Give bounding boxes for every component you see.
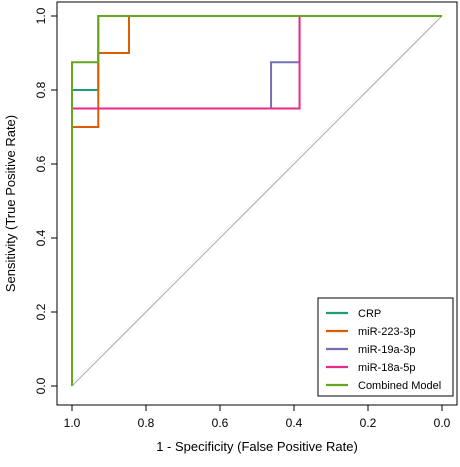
legend-box <box>317 297 454 397</box>
legend-label: miR-223-3p <box>358 326 415 338</box>
x-tick-label: 0.6 <box>212 416 229 430</box>
y-axis-title: Sensitivity (True Positive Rate) <box>3 115 18 292</box>
diagonal-reference-line <box>71 15 443 387</box>
roc-curve-combined-model <box>71 15 442 386</box>
x-tick-label: 0.0 <box>434 416 451 430</box>
x-tick-label: 0.8 <box>138 416 155 430</box>
legend-label: Combined Model <box>358 380 441 392</box>
y-tick-label: 0.2 <box>34 303 48 320</box>
legend-label: miR-18a-5p <box>358 362 415 374</box>
legend: CRP miR-223-3p miR-19a-3p miR-18a-5p Combine… <box>317 297 454 397</box>
y-tick-label: 0.6 <box>34 155 48 172</box>
legend-label: CRP <box>358 308 381 320</box>
x-tick-label: 0.4 <box>286 416 303 430</box>
x-axis-title: 1 - Specificity (False Positive Rate) <box>156 439 358 454</box>
y-tick-label: 0.4 <box>34 229 48 246</box>
x-tick-label: 0.2 <box>360 416 377 430</box>
x-tick-label: 1.0 <box>64 416 81 430</box>
legend-label: miR-19a-3p <box>358 344 415 356</box>
y-tick-label: 1.0 <box>34 7 48 24</box>
plot-border <box>56 1 458 406</box>
y-tick-label: 0.0 <box>34 377 48 394</box>
y-tick-label: 0.8 <box>34 81 48 98</box>
